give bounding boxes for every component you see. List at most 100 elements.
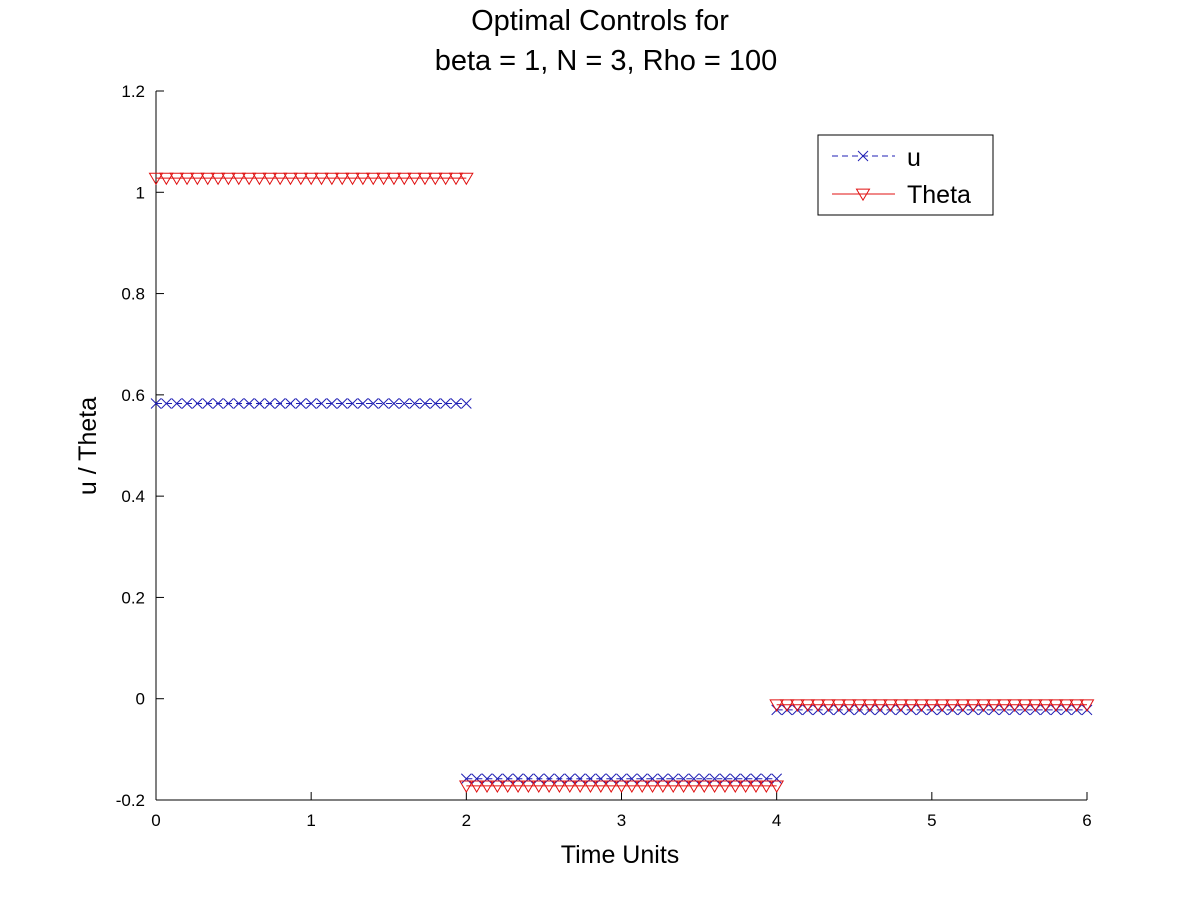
y-tick-label: 1 [136, 183, 145, 202]
theta-data-point [407, 172, 422, 186]
u-data-point [233, 398, 245, 409]
theta-data-point [510, 780, 526, 793]
theta-data-point [541, 780, 557, 793]
theta-data-point [200, 172, 216, 186]
theta-data-point [469, 780, 485, 793]
u-data-point [688, 773, 700, 785]
theta-data-point [231, 172, 247, 186]
theta-data-point [986, 699, 1002, 712]
u-data-point [388, 398, 400, 409]
u-data-point [533, 773, 545, 785]
y-axis-label: u / Theta [74, 397, 102, 495]
u-data-point [833, 704, 845, 716]
u-data-point [740, 773, 751, 785]
u-data-point [936, 704, 948, 716]
theta-data-point [158, 172, 174, 186]
u-data-point [678, 773, 689, 785]
theta-data-point [852, 699, 867, 712]
u-data-point [336, 398, 348, 409]
series-theta [148, 172, 1095, 793]
theta-data-point [717, 780, 733, 793]
u-data-point [378, 398, 389, 409]
theta-data-point [489, 780, 505, 793]
theta-data-point [324, 172, 340, 186]
theta-data-point [603, 780, 619, 793]
legend-theta-sample [832, 188, 895, 202]
theta-data-point [676, 780, 691, 793]
theta-data-point [303, 172, 319, 186]
u-data-point [957, 704, 969, 716]
x-tick-label: 5 [927, 811, 936, 830]
u-data-point [823, 704, 834, 716]
theta-data-point [758, 780, 774, 793]
u-data-point [574, 773, 586, 785]
y-tick-label: 0.8 [121, 285, 145, 304]
legend-u-sample [832, 150, 895, 162]
u-data-point [698, 773, 710, 785]
theta-data-point [1048, 699, 1064, 712]
u-data-point [554, 773, 565, 785]
theta-data-point [965, 699, 981, 712]
theta-data-point [903, 699, 919, 712]
y-tick-label: 0.6 [121, 386, 145, 405]
theta-data-point [934, 699, 950, 712]
u-data-point [895, 704, 907, 716]
u-data-point [357, 398, 369, 409]
theta-data-point [458, 780, 474, 793]
x-tick-label: 4 [772, 811, 781, 830]
u-data-point [854, 704, 865, 716]
u-data-point [429, 398, 441, 409]
theta-data-point [748, 780, 764, 793]
u-data-point [192, 398, 203, 409]
theta-data-point [386, 172, 402, 186]
u-data-point [223, 398, 234, 409]
theta-data-point [314, 172, 329, 186]
theta-data-point [624, 780, 640, 793]
x-tick-label: 6 [1082, 811, 1091, 830]
theta-data-point [552, 780, 567, 793]
theta-data-point [655, 780, 671, 793]
u-data-point [171, 398, 183, 409]
u-data-point [667, 773, 679, 785]
theta-data-point [789, 699, 805, 712]
theta-data-point [872, 699, 888, 712]
theta-data-point [438, 172, 454, 186]
theta-data-point [831, 699, 847, 712]
u-data-point [605, 773, 617, 785]
theta-data-point [427, 172, 443, 186]
u-data-point [347, 398, 358, 409]
theta-data-point [1017, 699, 1033, 712]
u-data-point [843, 704, 855, 716]
u-data-point [771, 704, 783, 716]
u-data-point [874, 704, 886, 716]
u-data-point [595, 773, 607, 785]
u-data-point [471, 773, 483, 785]
u-data-point [998, 704, 1010, 716]
x-tick-label: 1 [306, 811, 315, 830]
chart-title: Optimal Controls for [471, 5, 729, 37]
theta-data-point [707, 780, 722, 793]
x-tick-label: 2 [462, 811, 471, 830]
theta-data-point [769, 699, 785, 712]
theta-data-point [531, 780, 547, 793]
u-data-point [636, 773, 648, 785]
legend-u-label: u [907, 144, 921, 172]
x-axis-label: Time Units [561, 841, 680, 869]
theta-data-point [1038, 699, 1053, 712]
theta-data-point [190, 172, 205, 186]
y-tick-label: 1.2 [121, 82, 145, 101]
theta-data-point [448, 172, 464, 186]
theta-data-point [593, 780, 609, 793]
theta-data-point [893, 699, 909, 712]
u-data-point [450, 398, 462, 409]
legend-u-marker [857, 150, 869, 162]
u-data-point [419, 398, 431, 409]
u-data-point [1019, 704, 1031, 716]
u-data-point [585, 773, 596, 785]
u-data-point [564, 773, 576, 785]
theta-data-point [779, 699, 795, 712]
theta-data-point [283, 172, 298, 186]
u-data-point [760, 773, 772, 785]
u-data-point [947, 704, 958, 716]
